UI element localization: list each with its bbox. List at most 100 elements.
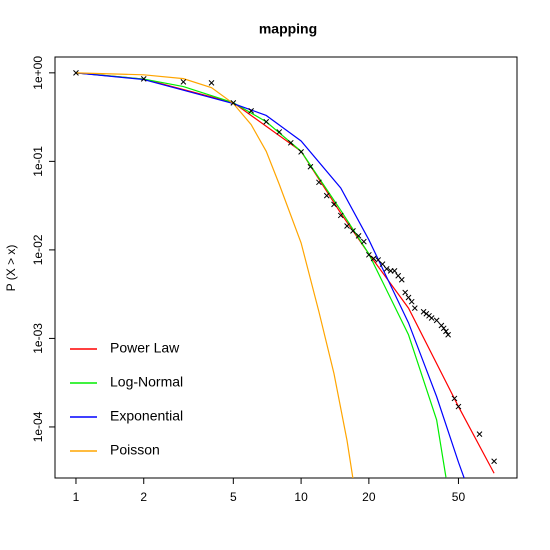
point-stroke (140, 76, 147, 82)
data-point (398, 276, 405, 283)
legend-label: Poisson (110, 442, 160, 458)
point-stroke (428, 315, 435, 321)
x-tick-label: 5 (230, 490, 237, 504)
point-stroke (395, 272, 402, 279)
point-stroke (298, 149, 304, 155)
data-point (366, 251, 372, 258)
x-tick-label: 2 (140, 490, 147, 504)
point-stroke (287, 139, 294, 146)
point-stroke (433, 317, 440, 324)
data-point (445, 331, 452, 338)
data-point (263, 118, 270, 125)
point-stroke (316, 179, 322, 186)
legend-label: Power Law (110, 340, 180, 356)
point-stroke (438, 322, 445, 329)
point-stroke (337, 212, 344, 219)
point-stroke (379, 261, 386, 268)
point-stroke (455, 403, 462, 410)
point-stroke (208, 80, 215, 86)
data-point (402, 289, 409, 296)
y-axis-label: P (X > x) (4, 245, 18, 292)
data-point (180, 79, 187, 85)
data-point (350, 228, 356, 234)
point-stroke (383, 266, 390, 272)
point-stroke (248, 108, 255, 114)
point-stroke (491, 458, 497, 465)
data-point (433, 317, 440, 324)
data-point (230, 100, 237, 106)
data-point (408, 298, 415, 305)
point-stroke (375, 257, 382, 263)
point-stroke (398, 276, 405, 283)
point-stroke (73, 69, 79, 76)
data-point (440, 325, 447, 332)
point-stroke (391, 267, 398, 274)
data-point (476, 431, 483, 437)
point-stroke (366, 251, 372, 258)
point-stroke (451, 395, 458, 402)
data-point (411, 305, 418, 311)
point-stroke (263, 118, 270, 125)
point-stroke (355, 233, 362, 239)
data-point (428, 315, 435, 321)
point-stroke (307, 163, 314, 170)
point-stroke (344, 223, 350, 229)
plot-frame (54, 56, 518, 479)
data-point (455, 403, 462, 410)
data-point (307, 163, 314, 170)
data-point (383, 266, 390, 272)
legend-label: Log-Normal (110, 374, 183, 390)
y-tick-label: 1e-02 (31, 234, 45, 265)
x-tick-label: 50 (452, 490, 466, 504)
y-tick-label: 1e-03 (31, 323, 45, 354)
x-tick-label: 1 (73, 490, 80, 504)
fit-line (75, 72, 354, 478)
point-stroke (331, 201, 337, 208)
point-stroke (440, 325, 447, 332)
data-point (391, 267, 398, 274)
data-point (379, 261, 386, 268)
data-point (405, 294, 412, 301)
point-stroke (402, 289, 409, 296)
data-point (375, 257, 382, 263)
point-stroke (405, 294, 412, 301)
point-stroke (476, 431, 483, 437)
x-tick-label: 20 (362, 490, 376, 504)
point-stroke (445, 331, 452, 338)
data-point (370, 255, 377, 262)
y-tick-label: 1e+00 (31, 56, 45, 90)
point-stroke (411, 305, 418, 311)
point-stroke (443, 328, 449, 335)
legend-label: Exponential (110, 408, 183, 424)
x-tick-label: 10 (294, 490, 308, 504)
data-point (248, 108, 255, 114)
point-stroke (276, 129, 283, 135)
point-stroke (180, 79, 187, 85)
point-stroke (323, 192, 330, 199)
data-point (443, 328, 449, 335)
data-point (140, 76, 147, 82)
data-point (420, 308, 427, 315)
y-tick-label: 1e-04 (31, 411, 45, 442)
point-stroke (408, 298, 415, 305)
data-point (276, 129, 283, 135)
data-point (298, 149, 304, 155)
data-point (355, 233, 362, 239)
data-point (337, 212, 344, 219)
chart-title: mapping (259, 21, 317, 37)
fit-line (75, 72, 465, 478)
data-point (331, 201, 337, 208)
point-stroke (360, 238, 367, 245)
data-point (451, 395, 458, 402)
data-point (287, 139, 294, 146)
data-point (491, 458, 497, 465)
data-point (316, 179, 322, 186)
point-stroke (230, 100, 237, 106)
data-point (208, 80, 215, 86)
point-stroke (420, 308, 427, 315)
data-point (344, 223, 350, 229)
data-point (73, 69, 79, 76)
y-tick-label: 1e-01 (31, 146, 45, 177)
point-stroke (370, 255, 377, 262)
